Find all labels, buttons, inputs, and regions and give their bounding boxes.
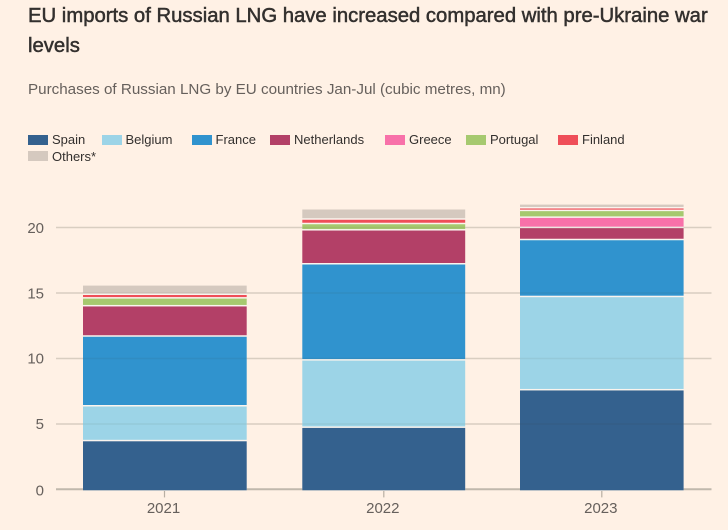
svg-text:2022: 2022 bbox=[366, 500, 399, 517]
svg-text:2023: 2023 bbox=[584, 500, 617, 517]
svg-text:15: 15 bbox=[27, 285, 44, 302]
svg-text:5: 5 bbox=[36, 416, 44, 433]
svg-text:2021: 2021 bbox=[147, 500, 180, 517]
svg-text:0: 0 bbox=[36, 483, 44, 500]
svg-text:20: 20 bbox=[27, 220, 44, 237]
svg-text:10: 10 bbox=[27, 351, 44, 368]
